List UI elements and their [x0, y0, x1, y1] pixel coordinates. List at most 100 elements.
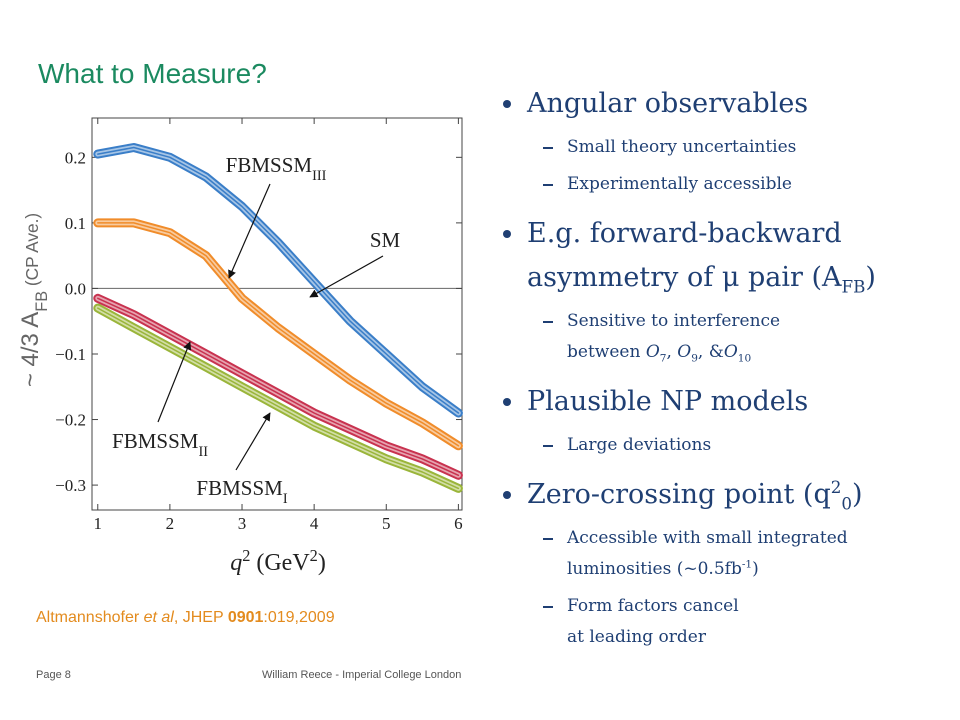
bullet-marker [503, 230, 511, 238]
sub-bullet-line: Large deviations [567, 430, 950, 461]
sub-bullet: Small theory uncertainties [500, 132, 950, 163]
x-tick-label: 3 [238, 514, 247, 533]
text-run: Plausible NP models [527, 386, 809, 417]
text-run: ~ 4/3 A [17, 312, 44, 387]
sub-bullet-line: luminosities (~0.5fb-1) [567, 554, 950, 585]
text-run: et al [143, 609, 174, 626]
x-tick-label: 2 [166, 514, 175, 533]
series-line [97, 297, 460, 477]
bullet-marker [503, 100, 511, 108]
text-run: asymmetry of μ pair (A [527, 262, 842, 293]
y-axis-label: ~ 4/3 AFB (CP Ave.) [17, 213, 51, 387]
text-run: Accessible with small integrated [567, 528, 848, 548]
x-tick-label: 4 [310, 514, 319, 533]
annotation-sub: III [312, 168, 327, 184]
x-tick-label: 6 [454, 514, 463, 533]
annotation-sub: I [283, 491, 288, 507]
text-run: 10 [737, 352, 752, 365]
dash-marker [543, 321, 553, 323]
annotation-name: FBMSSM [226, 153, 313, 177]
sub-bullet-line: Experimentally accessible [567, 169, 950, 200]
text-run: Altmannshofer [36, 609, 144, 626]
text-run: Experimentally accessible [567, 174, 792, 194]
sub-bullet: Experimentally accessible [500, 169, 950, 200]
dash-marker [543, 538, 553, 540]
text-run: E.g. forward-backward [527, 218, 842, 249]
sub-bullet: Sensitive to interference between O7, O9,… [500, 306, 950, 368]
y-tick-label: 0.1 [65, 214, 86, 233]
text-run: Angular observables [527, 88, 809, 119]
x-axis-label: q2 (GeV2) [230, 546, 326, 577]
text-run: 0901 [227, 609, 264, 626]
text-run: (GeV [250, 550, 310, 576]
text-run: between [567, 342, 646, 362]
y-tick-label: −0.3 [55, 476, 86, 495]
annotation-arrow [228, 183, 271, 279]
text-run: at leading order [567, 627, 706, 647]
annotation-sub: II [198, 444, 208, 460]
text-run: FB [33, 291, 51, 312]
text-run: , JHEP [173, 609, 228, 626]
text-run: Small theory uncertainties [567, 137, 797, 157]
y-tick-label: 0.2 [65, 148, 86, 167]
text-run: 9 [691, 352, 698, 365]
annotation-arrow [309, 255, 384, 298]
x-tick-label: 1 [94, 514, 103, 533]
text-run: 0 [841, 493, 853, 514]
sub-bullet: Form factors cancel at leading order [500, 591, 950, 653]
text-run: ) [852, 479, 863, 510]
bullet-marker [503, 491, 511, 499]
bullet: Plausible NP models [500, 380, 950, 424]
sub-bullet-line: Sensitive to interference [567, 306, 950, 337]
bullet-list: Angular observables Small theory uncertai… [500, 70, 950, 653]
text-run: O [645, 342, 660, 362]
sub-bullet: Accessible with small integrated luminosi… [500, 523, 950, 585]
chart: 0.20.10.0−0.1−0.2−0.31 2 3 4 5 6q2 (GeV2)~ 4/… [17, 117, 463, 577]
annotation: FBMSSMIII [226, 153, 327, 184]
bullet-marker [503, 398, 511, 406]
annotation-arrow [235, 412, 271, 471]
x-tick-label: 5 [382, 514, 391, 533]
annotation-name: FBMSSM [112, 429, 199, 453]
text-run: 7 [659, 352, 667, 365]
text-run: :019,2009 [263, 609, 335, 626]
dash-marker [543, 147, 553, 149]
text-run: luminosities (~0.5fb [567, 559, 742, 579]
text-run: 2 [310, 546, 318, 565]
text-run: Form factors cancel [567, 596, 739, 616]
annotation-arrow [157, 341, 192, 423]
series-band-inner [95, 145, 461, 416]
bullet-line: asymmetry of μ pair (AFB) [527, 256, 950, 300]
text-run: 2 [242, 546, 250, 565]
page-number: Page 8 [36, 669, 71, 681]
footer-author: William Reece - Imperial College London [262, 669, 462, 681]
slide-title: What to Measure? [38, 58, 267, 89]
annotation: FBMSSMI [196, 476, 287, 507]
bullet: Angular observables [500, 82, 950, 126]
plot-frame [91, 117, 463, 511]
annotation: FBMSSMII [112, 429, 208, 460]
bullet: Zero-crossing point (q20) [500, 473, 950, 517]
text-run: O [723, 342, 738, 362]
text-run: (CP Ave.) [22, 213, 42, 291]
sub-bullet-line: Accessible with small integrated [567, 523, 950, 554]
sub-bullet-line: Form factors cancel [567, 591, 950, 622]
text-run: -1 [741, 558, 753, 571]
sub-bullet: Large deviations [500, 430, 950, 461]
sub-bullet-line: at leading order [567, 622, 950, 653]
text-run: FB [841, 276, 866, 297]
bullet-line: E.g. forward-backward [527, 212, 950, 256]
text-run: , & [697, 342, 724, 362]
text-run: ) [318, 550, 326, 576]
text-run: Large deviations [567, 435, 712, 455]
sub-bullet-line: Small theory uncertainties [567, 132, 950, 163]
bullet-line: Plausible NP models [527, 380, 950, 424]
series-line [97, 222, 460, 447]
y-tick-label: −0.1 [55, 345, 86, 364]
annotation-name: SM [370, 228, 401, 252]
text-run: 2 [830, 477, 842, 497]
annotation: SM [370, 228, 401, 252]
bullet-line: Zero-crossing point (q20) [527, 473, 950, 517]
text-run: Sensitive to interference [567, 311, 781, 331]
